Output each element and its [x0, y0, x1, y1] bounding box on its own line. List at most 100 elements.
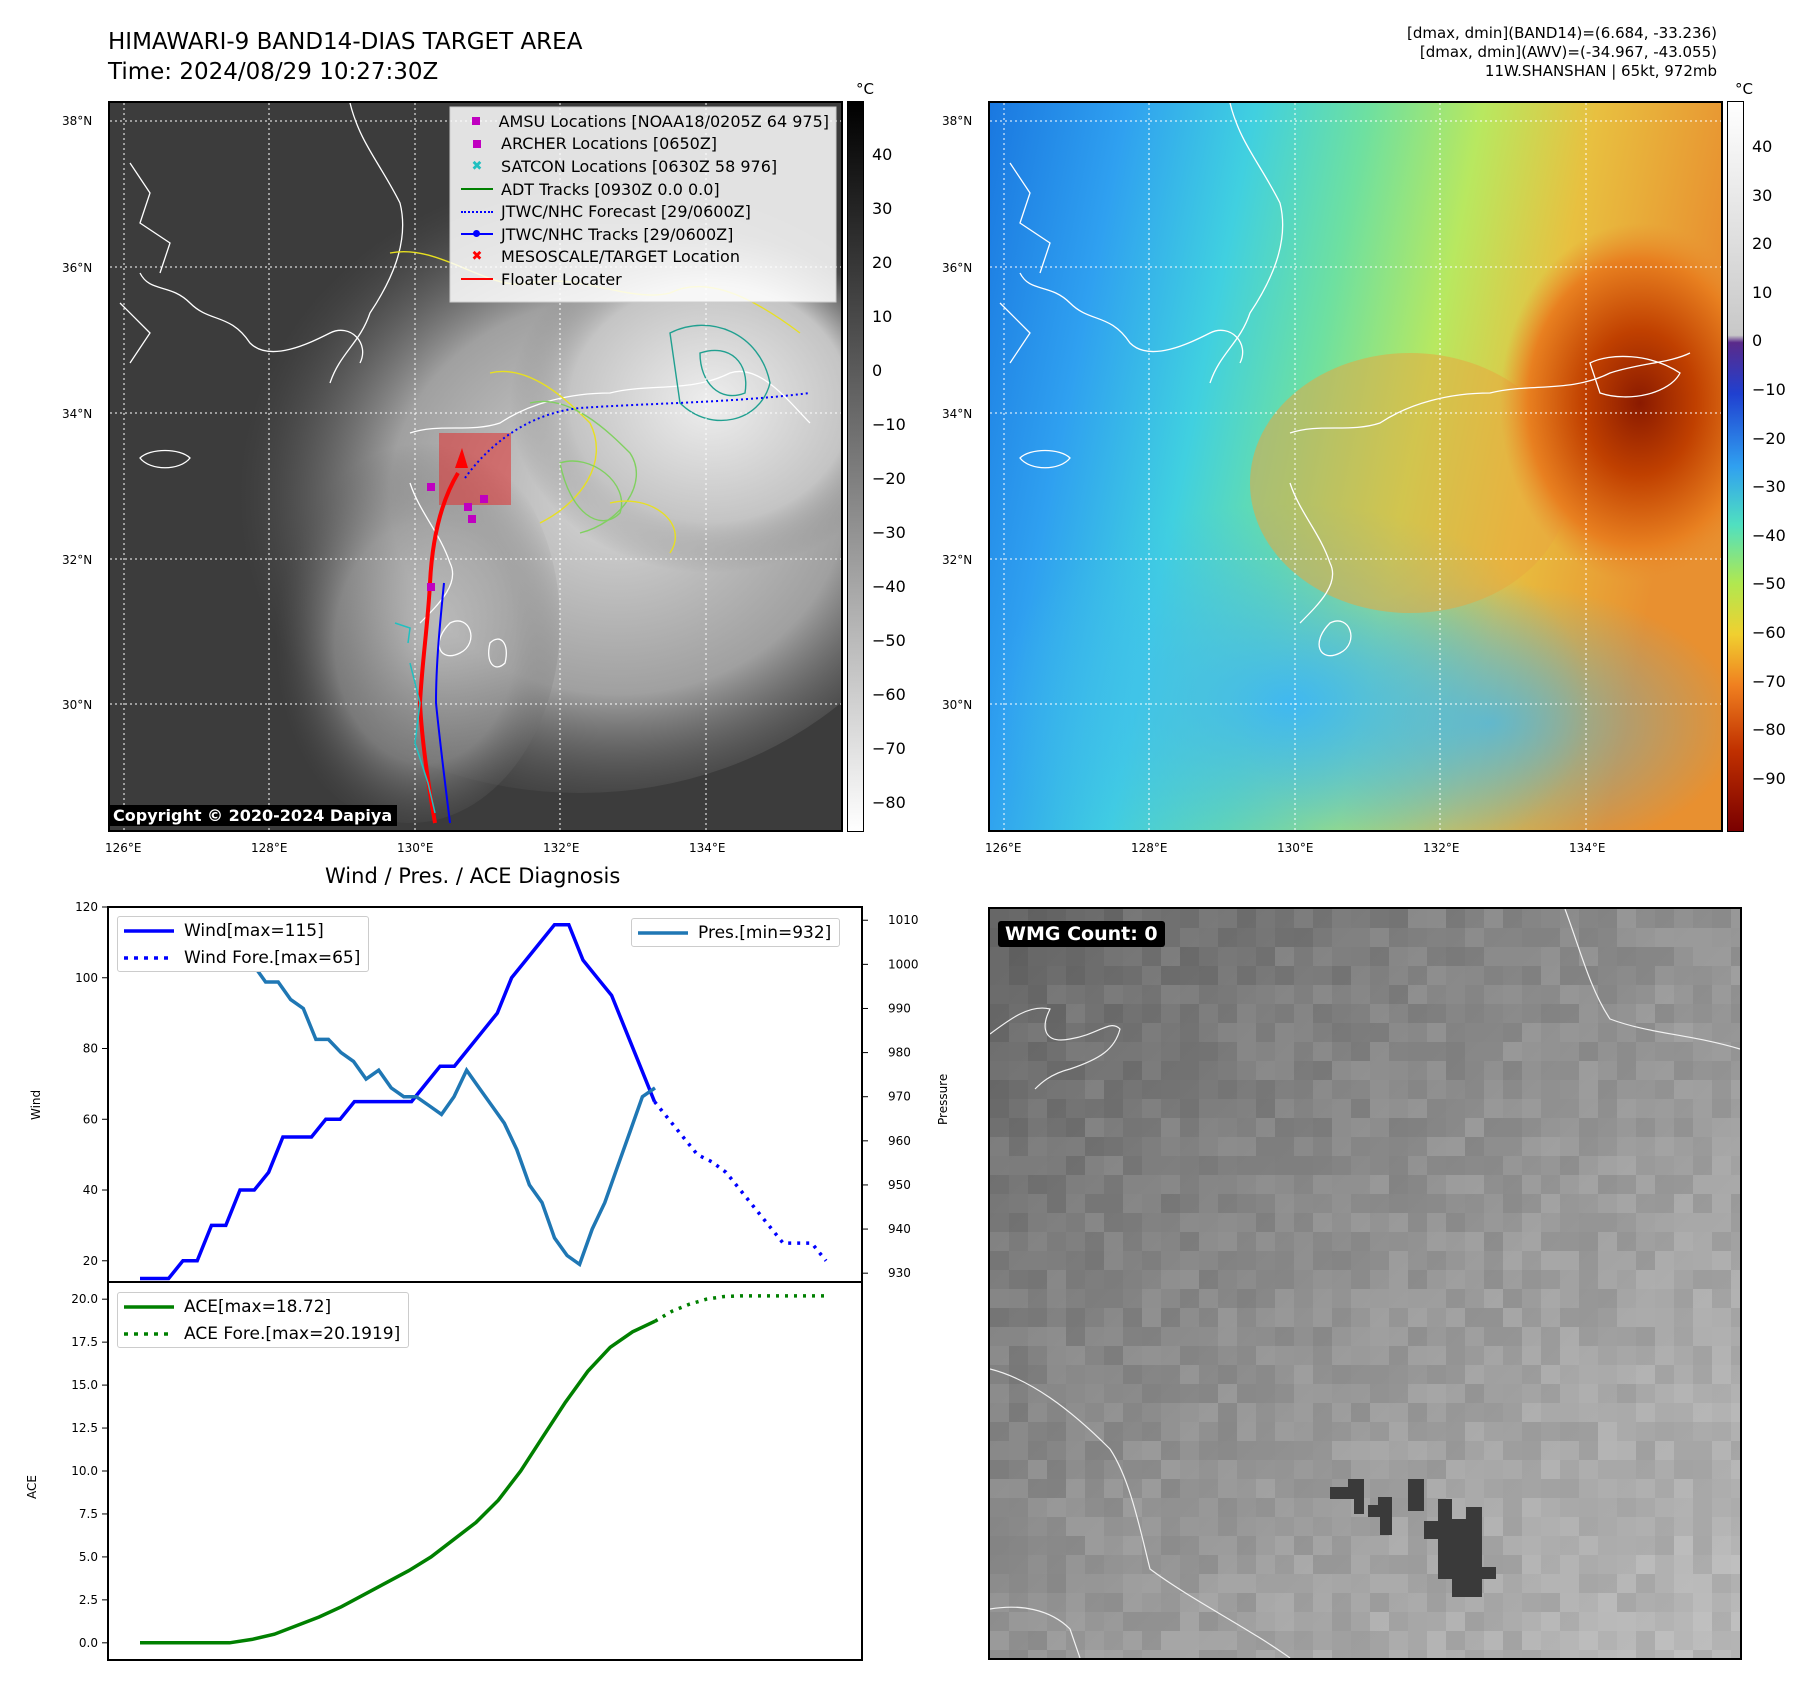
wmg-pixel	[1522, 1137, 1541, 1156]
wmg-pixel	[1731, 1384, 1740, 1403]
wmg-pixel	[1712, 1479, 1731, 1498]
wmg-pixel	[1123, 1460, 1142, 1479]
wmg-pixel	[1484, 1517, 1503, 1536]
wmg-pixel	[1123, 1099, 1142, 1118]
wmg-pixel	[1427, 1460, 1446, 1479]
wmg-pixel	[1579, 1574, 1598, 1593]
wmg-pixel	[990, 966, 1009, 985]
wmg-pixel	[1028, 1308, 1047, 1327]
wmg-pixel	[1389, 1650, 1408, 1658]
wmg-pixel	[1427, 1194, 1446, 1213]
wmg-pixel	[1199, 1346, 1218, 1365]
wmg-pixel	[1389, 1498, 1408, 1517]
lon-label-126: 126°E	[105, 841, 142, 855]
wmg-pixel	[1180, 928, 1199, 947]
wmg-pixel	[1294, 1517, 1313, 1536]
wmg-pixel	[1351, 909, 1370, 928]
wmg-pixel	[1161, 1650, 1180, 1658]
wmg-pixel	[1389, 909, 1408, 928]
wmg-pixel	[1161, 1327, 1180, 1346]
wmg-pixel	[1028, 1403, 1047, 1422]
wmg-pixel	[1636, 1422, 1655, 1441]
wmg-pixel	[1408, 1308, 1427, 1327]
wmg-pixel	[1180, 985, 1199, 1004]
wmg-pixel	[1389, 1232, 1408, 1251]
wmg-pixel	[1351, 1289, 1370, 1308]
lon-label-130: 130°E	[397, 841, 434, 855]
wmg-pixel	[1541, 1517, 1560, 1536]
wmg-pixel	[1047, 1251, 1066, 1270]
wmg-pixel	[1085, 1156, 1104, 1175]
wmg-pixel	[1370, 1194, 1389, 1213]
wmg-pixel	[1560, 1574, 1579, 1593]
wmg-pixel	[1142, 1156, 1161, 1175]
lon-label-132: 132°E	[543, 841, 580, 855]
pressure-ytick-label: 970	[888, 1090, 911, 1104]
wmg-pixel	[1693, 1042, 1712, 1061]
wmg-pixel	[1484, 1327, 1503, 1346]
wmg-pixel	[1199, 947, 1218, 966]
wmg-pixel	[1712, 1555, 1731, 1574]
wind-ytick-label: 40	[83, 1183, 98, 1197]
wmg-pixel	[1427, 1612, 1446, 1631]
wmg-pixel	[1313, 1612, 1332, 1631]
wmg-pixel	[1161, 1593, 1180, 1612]
wmg-pixel	[1142, 1061, 1161, 1080]
wmg-pixel	[1142, 1498, 1161, 1517]
wmg-pixel	[1085, 1308, 1104, 1327]
wmg-pixel	[1598, 1156, 1617, 1175]
wmg-pixel	[1484, 1118, 1503, 1137]
awv-map[interactable]	[988, 101, 1723, 832]
wmg-pixel	[1693, 1232, 1712, 1251]
wmg-pixel	[1560, 1232, 1579, 1251]
wmg-pixel	[1199, 1270, 1218, 1289]
wmg-pixel	[1598, 1555, 1617, 1574]
wmg-pixel	[1085, 1612, 1104, 1631]
wmg-pixel	[1199, 1289, 1218, 1308]
wmg-pixel	[1693, 1213, 1712, 1232]
wmg-pixel	[1028, 1270, 1047, 1289]
wmg-pixel	[1712, 1270, 1731, 1289]
wmg-pixel	[1199, 1137, 1218, 1156]
wmg-pixel	[1446, 1441, 1465, 1460]
wmg-pixel	[1313, 1346, 1332, 1365]
wmg-panel[interactable]	[988, 907, 1742, 1660]
wmg-pixel	[1636, 1118, 1655, 1137]
wmg-pixel	[1237, 1232, 1256, 1251]
wmg-pixel	[1731, 1270, 1740, 1289]
wmg-pixel	[1446, 1042, 1465, 1061]
ace-ytick-label: 10.0	[71, 1464, 98, 1478]
wmg-pixel	[1237, 1555, 1256, 1574]
wmg-pixel	[1674, 1213, 1693, 1232]
wmg-pixel	[1066, 1631, 1085, 1650]
wmg-pixel	[1408, 1156, 1427, 1175]
band14-map[interactable]	[108, 101, 843, 832]
wmg-pixel	[1560, 1498, 1579, 1517]
pressure-ytick-label: 940	[888, 1222, 911, 1236]
wmg-pixel	[1142, 1213, 1161, 1232]
wmg-pixel	[1389, 1403, 1408, 1422]
wmg-pixel	[1693, 1384, 1712, 1403]
wmg-pixel	[1180, 1118, 1199, 1137]
wmg-pixel	[1579, 1061, 1598, 1080]
wmg-pixel	[1446, 1099, 1465, 1118]
wmg-pixel	[1294, 1403, 1313, 1422]
wmg-pixel	[1427, 1023, 1446, 1042]
wmg-pixel	[1218, 1080, 1237, 1099]
wmg-pixel	[1541, 1536, 1560, 1555]
wmg-pixel	[1408, 1365, 1427, 1384]
wmg-pixel	[990, 1384, 1009, 1403]
wmg-pixel	[1275, 1099, 1294, 1118]
wmg-pixel	[1123, 1175, 1142, 1194]
wmg-pixel	[1693, 1156, 1712, 1175]
wmg-pixel	[1370, 1555, 1389, 1574]
wmg-pixel	[1598, 1042, 1617, 1061]
wmg-pixel	[1180, 1479, 1199, 1498]
wmg-pixel	[1408, 1061, 1427, 1080]
wmg-pixel	[1066, 1194, 1085, 1213]
wmg-pixel	[1237, 1099, 1256, 1118]
lat-label-30-right: 30°N	[942, 698, 973, 712]
wmg-pixel	[1161, 1479, 1180, 1498]
wmg-pixel	[1085, 1042, 1104, 1061]
wmg-pixel	[1218, 1441, 1237, 1460]
